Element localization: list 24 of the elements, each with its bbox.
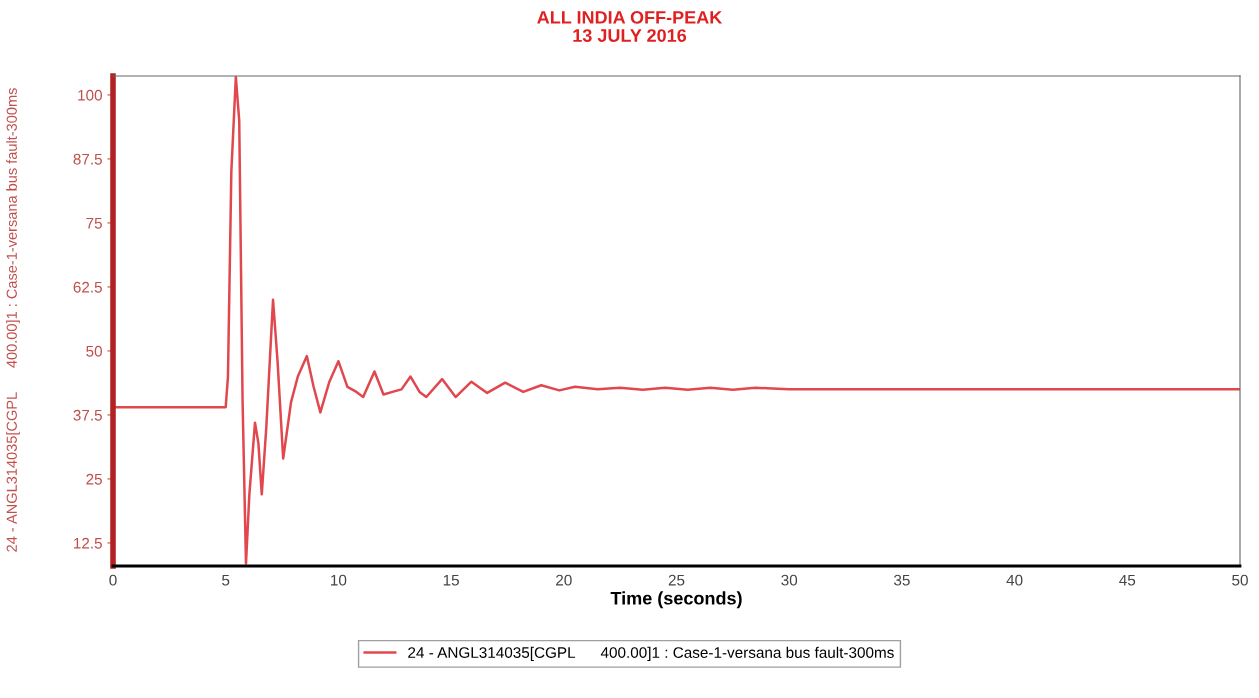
legend-label: 24 - ANGL314035[CGPL 400.00]1 : Case-1-versana bus fault-300ms <box>408 646 894 661</box>
x-tick-label: 45 <box>1119 574 1136 586</box>
y-tick-label: 100 <box>78 89 102 101</box>
y-tick-label: 75 <box>86 217 102 229</box>
x-axis-title: Time (seconds) <box>610 591 742 609</box>
x-tick-label: 0 <box>109 574 117 586</box>
y-tick-label: 12.5 <box>74 537 102 549</box>
line-series <box>113 76 1240 565</box>
y-tick-label: 25 <box>86 473 102 485</box>
x-tick-label: 30 <box>781 574 798 586</box>
y-axis-title: 24 - ANGL314035[CGPL 400.00]1 : Case-1-versana bus fault-300ms <box>6 88 20 552</box>
chart-title: ALL INDIA OFF-PEAK 13 JULY 2016 <box>537 10 723 42</box>
x-tick-label: 5 <box>222 574 230 586</box>
x-tick-label: 50 <box>1232 574 1248 586</box>
y-tick-label: 50 <box>86 345 102 357</box>
x-tick-label: 40 <box>1006 574 1023 586</box>
x-tick-label: 25 <box>668 574 685 586</box>
x-tick-label: 10 <box>331 574 347 586</box>
x-tick-label: 35 <box>893 574 910 586</box>
y-tick-label: 87.5 <box>73 153 102 165</box>
y-tick-label: 62.5 <box>73 281 102 293</box>
x-tick-label: 20 <box>556 574 572 586</box>
y-tick-label: 37.5 <box>73 409 102 421</box>
x-tick-label: 15 <box>443 574 459 586</box>
